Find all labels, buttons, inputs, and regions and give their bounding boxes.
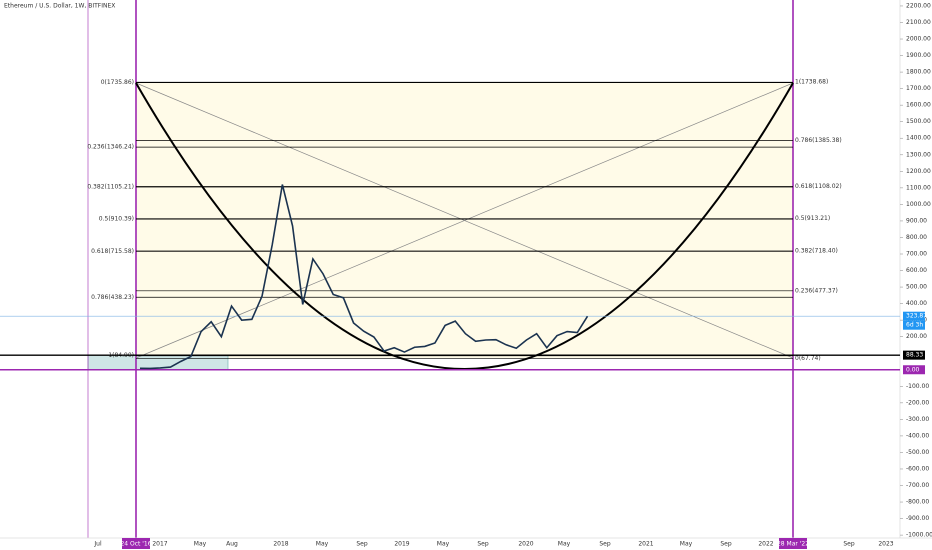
y-tick-label: 700.00 <box>906 250 927 257</box>
x-tick-label: 2021 <box>638 541 653 548</box>
y-tick-label: 200.00 <box>906 333 927 340</box>
y-tick-label: 1400.00 <box>906 135 931 142</box>
y-tick-label: 1600.00 <box>906 102 931 109</box>
fib-label: 0(67.74) <box>795 355 821 362</box>
y-tick-label: -200.00 <box>906 399 929 406</box>
y-tick-label: 1300.00 <box>906 151 931 158</box>
x-tick-label: Sep <box>477 541 489 548</box>
x-marker-box <box>122 538 150 549</box>
y-tick-label: 2100.00 <box>906 19 931 26</box>
y-tick-label: -700.00 <box>906 482 929 489</box>
x-tick-label: May <box>558 541 571 548</box>
x-tick-label: 2019 <box>394 541 409 548</box>
diagonal <box>135 82 794 359</box>
x-tick-label: May <box>316 541 329 548</box>
x-tick-label: 2023 <box>878 541 893 548</box>
y-tick-label: 1100.00 <box>906 184 931 191</box>
x-tick-label: 2018 <box>273 541 288 548</box>
y-tick-label: 1800.00 <box>906 69 931 76</box>
y-tick-label: 1500.00 <box>906 118 931 125</box>
x-tick-label: 24 Oct '16 <box>120 541 151 548</box>
price-line-series <box>139 184 589 370</box>
price-badge <box>903 311 925 321</box>
y-tick-label: -100.00 <box>906 383 929 390</box>
fib-label: 0.236(1346.24) <box>87 144 134 151</box>
y-tick-label: 1000.00 <box>906 201 931 208</box>
y-tick-label: 1700.00 <box>906 85 931 92</box>
price-badge <box>903 320 925 330</box>
y-tick-label: -900.00 <box>906 515 929 522</box>
y-tick-label: 1200.00 <box>906 168 931 175</box>
y-tick-label: 400.00 <box>906 300 927 307</box>
x-tick-label: Jul <box>93 541 102 548</box>
x-tick-label: May <box>680 541 693 548</box>
y-tick-label: -500.00 <box>906 449 929 456</box>
fib-label: 0.786(438.23) <box>91 294 134 301</box>
y-tick-label: -400.00 <box>906 432 929 439</box>
chart-title: Ethereum / U.S. Dollar, 1W, BITFINEX <box>4 3 115 10</box>
y-tick-label: 500.00 <box>906 284 927 291</box>
fib-label: 0.786(1385.38) <box>795 137 842 144</box>
fib-label: 0.5(910.39) <box>99 216 134 223</box>
x-tick-label: Sep <box>599 541 611 548</box>
x-tick-label: Sep <box>356 541 368 548</box>
y-tick-label: -1000.00 <box>906 532 932 539</box>
y-tick-label: 2000.00 <box>906 36 931 43</box>
x-tick-label: Sep <box>720 541 732 548</box>
x-tick-label: 2017 <box>152 541 167 548</box>
fib-label: 0(1735.86) <box>101 79 134 86</box>
y-tick-label: 900.00 <box>906 217 927 224</box>
x-tick-label: May <box>194 541 207 548</box>
x-tick-label: 2022 <box>758 541 773 548</box>
y-tick-label: -600.00 <box>906 465 929 472</box>
x-tick-label: 28 Mar '22 <box>777 541 809 548</box>
fib-label: 0.382(1105.21) <box>87 183 134 190</box>
price-badge <box>903 365 925 375</box>
y-tick-label: -300.00 <box>906 416 929 423</box>
fib-label: 1(1738.68) <box>795 79 828 86</box>
y-tick-label: 2200.00 <box>906 2 931 9</box>
y-tick-label: 600.00 <box>906 267 927 274</box>
x-marker-box <box>779 538 807 549</box>
fib-label: 0.618(715.58) <box>91 248 134 255</box>
x-tick-label: 2020 <box>518 541 533 548</box>
price-badge-label: 323.87 <box>906 313 927 320</box>
price-badge-label: 6d 3h <box>906 322 923 329</box>
y-tick-label: 1900.00 <box>906 52 931 59</box>
price-badge <box>903 350 925 360</box>
y-tick-label: 800.00 <box>906 234 927 241</box>
y-tick-label: -800.00 <box>906 499 929 506</box>
fib-label: 0.236(477.37) <box>795 287 838 294</box>
fib-label: 0.5(913.21) <box>795 215 830 222</box>
fib-label: 0.618(1108.02) <box>795 183 842 190</box>
price-badge-label: 88.33 <box>906 352 923 359</box>
x-tick-label: May <box>437 541 450 548</box>
x-tick-label: Sep <box>843 541 855 548</box>
fib-label: 0.382(718.40) <box>795 247 838 254</box>
price-badge-label: 0.00 <box>906 366 920 373</box>
x-tick-label: Aug <box>226 541 238 548</box>
